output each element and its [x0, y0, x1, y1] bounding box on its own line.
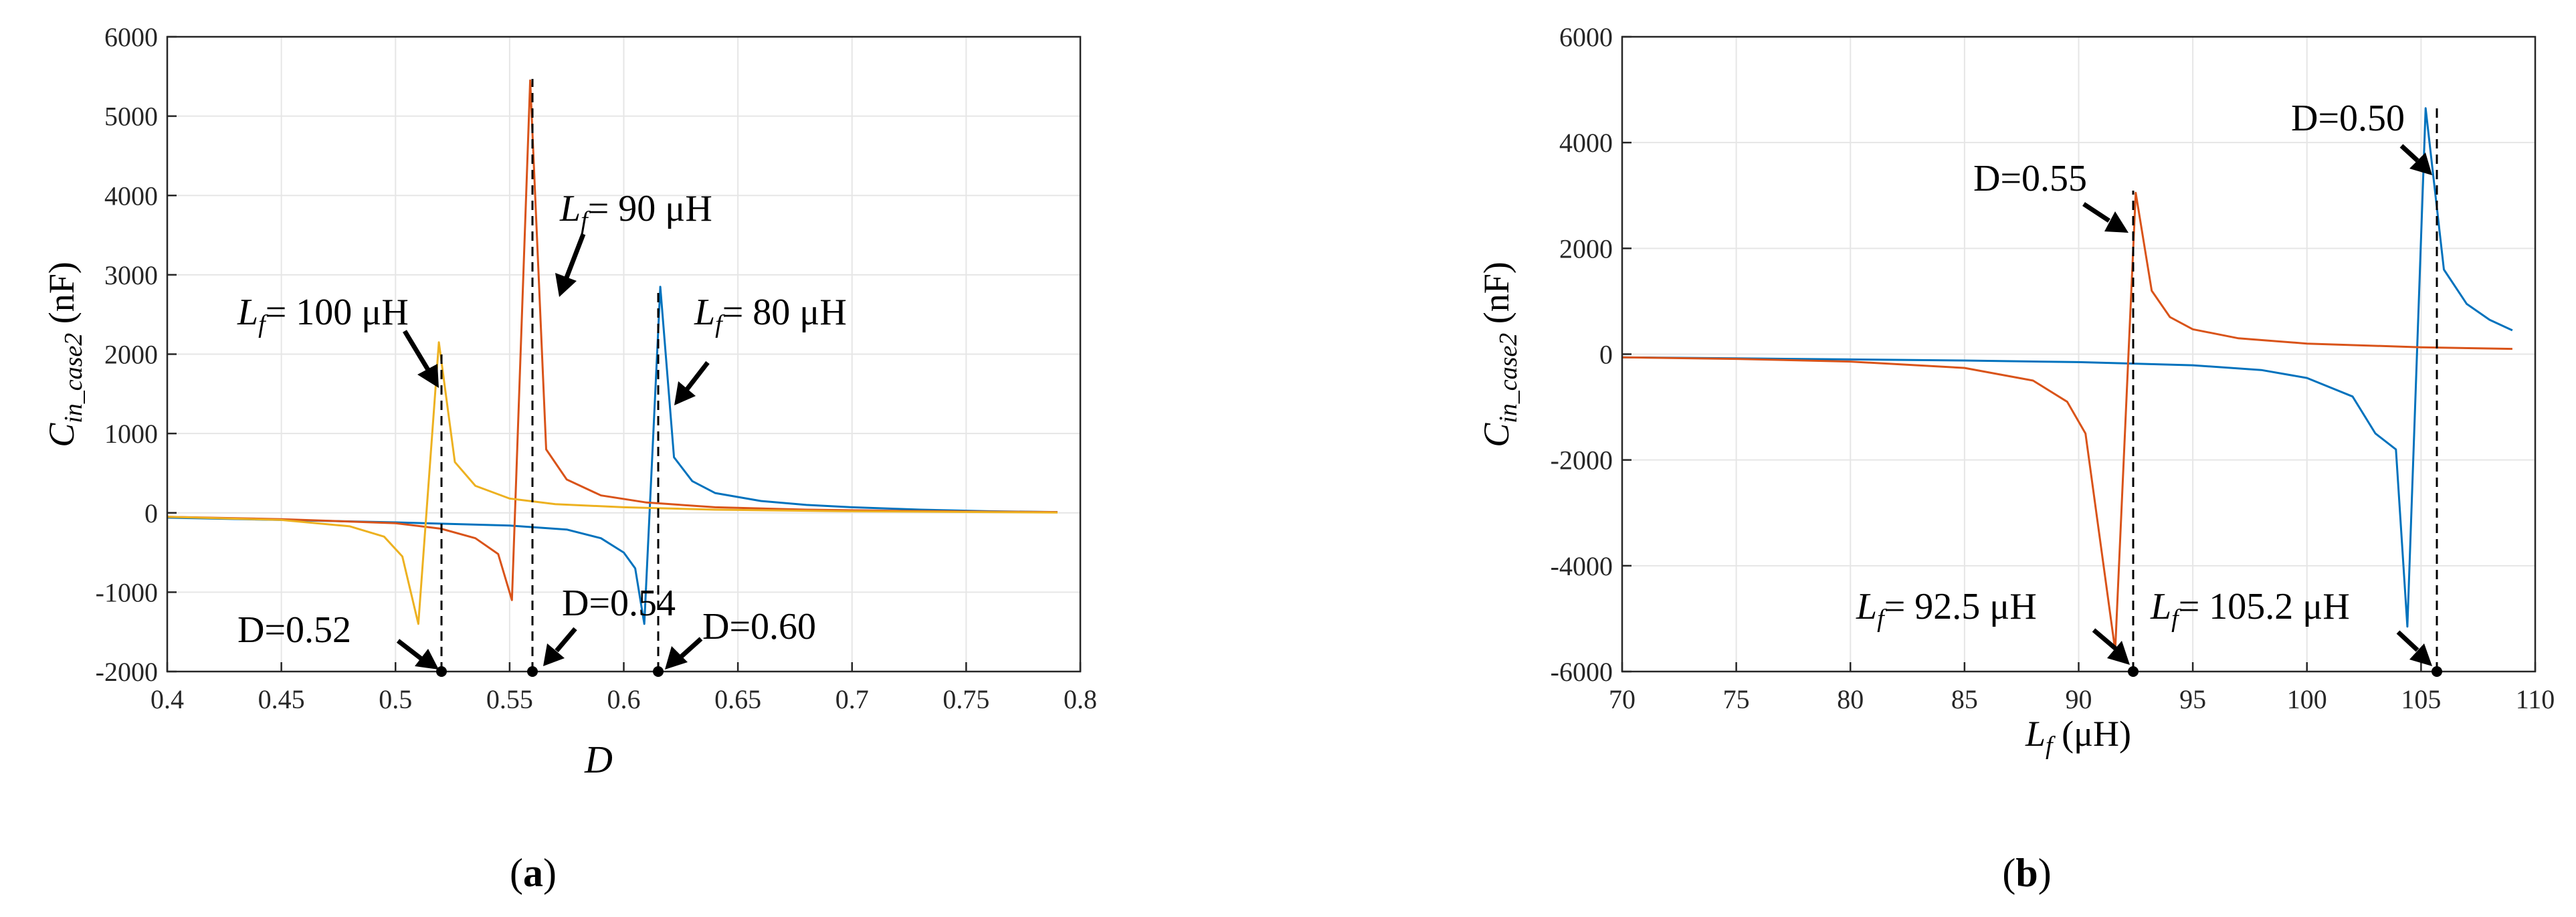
x-tick-label: 0.75: [943, 684, 989, 714]
series-line-b-0: [1621, 107, 2513, 628]
x-ticks-b: 70 75 80 85 90 95 100 105 110: [1609, 662, 2555, 714]
series-line-a-0: [167, 286, 1058, 625]
y-tick-label: 2000: [1559, 233, 1613, 264]
y-tick-label: 4000: [1559, 128, 1613, 158]
marker-1052: [2432, 666, 2442, 677]
y-tick-label: -2000: [96, 657, 158, 687]
series-line-a-2: [167, 341, 1058, 625]
label-d-060: D=0.60: [702, 606, 816, 647]
x-tick-label: 0.55: [486, 684, 533, 714]
arrow-d052: [396, 639, 439, 670]
label-d-054: D=0.54: [562, 583, 676, 624]
y-tick-label: 6000: [104, 22, 158, 52]
y-axis-label-b: Cin_case2 (nF): [1476, 262, 1522, 447]
y-tick-label: 4000: [104, 181, 158, 211]
label-d-055: D=0.55: [1973, 158, 2087, 199]
x-tick-label: 85: [1951, 684, 1978, 714]
arrow-d050: [2399, 144, 2432, 175]
x-axis-label-b: Lf (μH): [2025, 714, 2131, 760]
y-ticks-a: -2000 -1000 0 1000 2000 3000 4000 5000 6000: [96, 22, 177, 687]
x-tick-label: 70: [1609, 684, 1636, 714]
marker-925: [2128, 666, 2139, 677]
x-tick-label: 90: [2066, 684, 2092, 714]
label-lf-100: Lf= 100 μH: [237, 292, 409, 338]
label-d-050: D=0.50: [2291, 98, 2405, 139]
marker-d052: [436, 666, 447, 677]
y-axis-label-a: Cin_case2 (nF): [41, 262, 88, 447]
y-tick-label: -6000: [1551, 657, 1613, 687]
x-tick-label: 105: [2401, 684, 2441, 714]
y-tick-label: 2000: [104, 340, 158, 370]
arrow-d060: [665, 637, 703, 670]
arrow-d055: [2082, 202, 2128, 233]
x-tick-label: 0.4: [151, 684, 184, 714]
panel-b: -6000 -4000 -2000 0 2000 4000 6000 70 75 80 85 90 9…: [1476, 22, 2555, 895]
label-d-052: D=0.52: [237, 609, 351, 651]
arrow-90uH: [555, 233, 586, 297]
x-axis-label-a-render: D: [584, 738, 613, 781]
panel-label-b: (b): [2002, 851, 2051, 895]
arrow-100uH: [403, 330, 439, 388]
series-a: [167, 79, 1058, 625]
arrow-d054: [543, 627, 577, 666]
series-b: [1621, 107, 2513, 651]
x-tick-label: 0.5: [379, 684, 412, 714]
x-tick-label: 75: [1723, 684, 1750, 714]
x-tick-label: 110: [2516, 684, 2555, 714]
y-tick-label: 1000: [104, 419, 158, 449]
series-line-b-1: [1621, 191, 2512, 651]
y-tick-label: -1000: [96, 577, 158, 607]
panel-label-a: (a): [510, 851, 557, 895]
y-tick-label: 6000: [1559, 22, 1613, 52]
arrow-80uH: [674, 361, 710, 405]
y-tick-label: -4000: [1551, 551, 1613, 581]
x-tick-label: 100: [2287, 684, 2327, 714]
marker-d060: [653, 666, 664, 677]
x-ticks-a: 0.4 0.45 0.5 0.55 0.6 0.65 0.7 0.75 0.8: [151, 662, 1097, 714]
x-tick-label: 0.7: [835, 684, 869, 714]
label-lf-1052: Lf= 105.2 μH: [2150, 586, 2350, 633]
label-lf-925: Lf= 92.5 μH: [1856, 586, 2037, 633]
x-tick-label: 0.65: [714, 684, 761, 714]
marker-d054: [527, 666, 538, 677]
x-tick-label: 0.6: [607, 684, 641, 714]
y-tick-label: 0: [144, 498, 158, 528]
y-tick-label: -2000: [1551, 445, 1613, 476]
label-lf-80: Lf= 80 μH: [694, 292, 847, 338]
y-tick-label: 3000: [104, 260, 158, 290]
arrow-925: [2092, 628, 2130, 665]
y-tick-label: 5000: [104, 102, 158, 132]
x-tick-label: 0.8: [1064, 684, 1097, 714]
x-tick-label: 0.45: [258, 684, 305, 714]
y-ticks-b: -6000 -4000 -2000 0 2000 4000 6000: [1551, 22, 1631, 687]
grid-a: [167, 36, 1081, 672]
x-tick-label: 80: [1837, 684, 1864, 714]
arrow-1052: [2396, 630, 2432, 666]
x-tick-label: 95: [2179, 684, 2206, 714]
y-tick-label: 0: [1599, 340, 1613, 370]
